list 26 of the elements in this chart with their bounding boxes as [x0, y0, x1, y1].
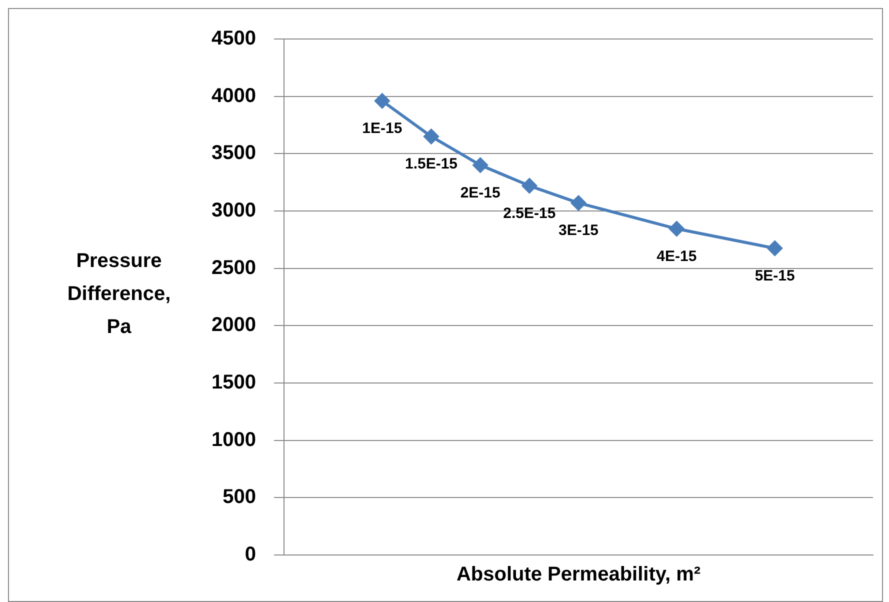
- annotation: 5E-15: [754, 267, 795, 284]
- y-tick-label: 2500: [212, 256, 256, 279]
- y-axis-title: Pressure Difference, Pa: [66, 249, 172, 340]
- y-tick-label: 3500: [212, 142, 256, 164]
- y-tick-label: 500: [222, 486, 256, 508]
- y-tick-label: 4500: [212, 28, 256, 50]
- point: [669, 221, 684, 236]
- point: [424, 128, 439, 144]
- annotation: 1E-15: [362, 120, 402, 138]
- y-tick-label: 1500: [212, 372, 256, 394]
- annotation: 3E-15: [558, 222, 599, 240]
- y-tick-label: 1000: [212, 428, 256, 451]
- y-tick-label: 2000: [212, 314, 256, 336]
- y-tick-label: 3000: [212, 200, 256, 222]
- point: [522, 178, 537, 194]
- y-tick-label: 4000: [212, 84, 256, 107]
- point: [767, 240, 782, 256]
- point: [571, 195, 586, 210]
- annotation: 4E-15: [656, 248, 697, 265]
- point: [374, 93, 390, 108]
- y-tick-label: 0: [244, 544, 256, 566]
- x-axis-title: Absolute Permeability, m²: [456, 564, 701, 586]
- point: [472, 158, 488, 173]
- annotation: 1.5E-15: [404, 156, 458, 173]
- annotation: 2E-15: [460, 184, 500, 202]
- annotation: 2.5E-15: [503, 204, 556, 222]
